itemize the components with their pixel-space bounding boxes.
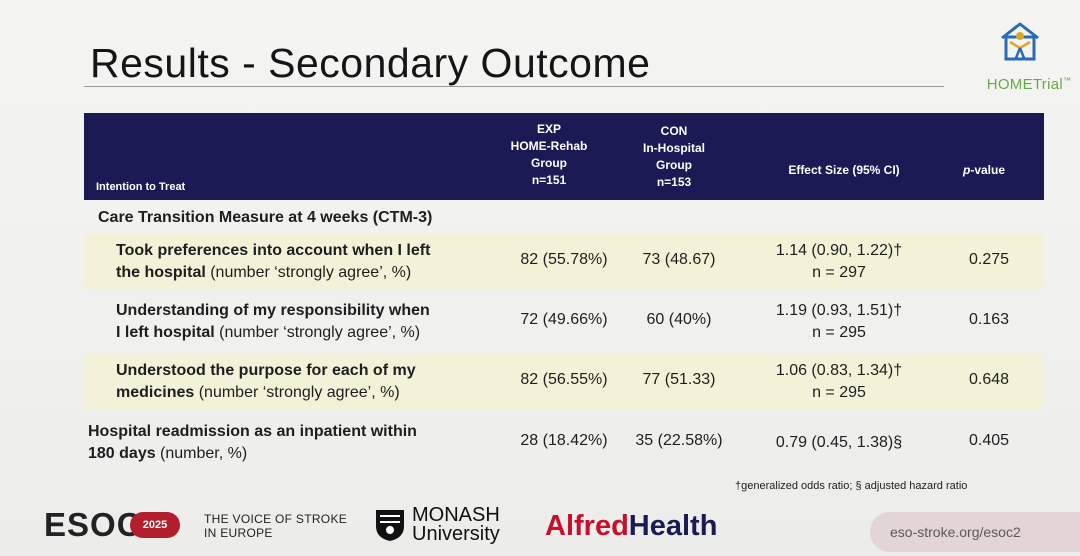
table-row: Took preferences into account when I lef… [84,234,1044,290]
row-label: Hospital readmission as an inpatient wit… [88,423,417,462]
table-row: Hospital readmission as an inpatient wit… [84,415,1044,471]
row-label: Took preferences into account when I lef… [116,242,431,281]
p-value: 0.163 [968,311,1010,328]
hometrial-logo: HOMETrial™ [987,20,1071,100]
table-row: Understanding of my responsibility when I… [84,294,1044,350]
effect-size: 1.14 (0.90, 1.22)† n = 297 [775,242,903,281]
eso-url-tab: eso-stroke.org/esoc2 [870,512,1080,552]
header-p-value: p-value [962,163,1006,177]
con-value: 35 (22.58%) [635,432,723,449]
exp-value: 82 (55.78%) [520,251,608,268]
effect-size: 0.79 (0.45, 1.38)§ [775,434,903,451]
exp-value: 72 (49.66%) [520,311,608,328]
con-value: 73 (48.67) [642,251,716,268]
home-figure-icon [1001,22,1039,61]
exp-value: 82 (56.55%) [520,371,608,388]
esoc-year-badge: 2025 [130,512,180,538]
p-value: 0.275 [968,251,1010,268]
page-title: Results - Secondary Outcome [90,40,651,86]
esoc-logo: ESOC [44,506,142,543]
title-divider [84,86,944,87]
table-row: Understood the purpose for each of my med… [84,354,1044,410]
footer: ESOC 2025 THE VOICE OF STROKE IN EUROPE M… [0,496,1080,556]
p-value: 0.648 [968,371,1010,388]
row-label: Understanding of my responsibility when I… [116,302,430,341]
table-header: Intention to Treat EXP HOME-Rehab Group … [84,113,1044,200]
alfred-health-logo: AlfredHealth [545,510,718,542]
header-con-group: CON In-Hospital Group n=153 [643,124,705,189]
row-label: Understood the purpose for each of my med… [116,362,416,401]
monash-crest-icon [376,510,404,541]
header-exp-group: EXP HOME-Rehab Group n=151 [510,122,588,187]
header-effect-size: Effect Size (95% CI) [788,163,900,177]
footnote: †generalized odds ratio; § adjusted haza… [735,480,968,492]
effect-size: 1.19 (0.93, 1.51)† n = 295 [775,302,903,341]
effect-size: 1.06 (0.83, 1.34)† n = 295 [775,362,903,401]
eso-tagline: THE VOICE OF STROKE IN EUROPE [204,512,348,540]
p-value: 0.405 [968,432,1010,449]
section-ctm3: Care Transition Measure at 4 weeks (CTM-… [98,209,433,226]
exp-value: 28 (18.42%) [520,432,608,449]
logo-wordmark: HOMETrial™ [986,76,1072,93]
monash-logo: MONASH University [412,504,500,545]
con-value: 60 (40%) [646,311,712,328]
con-value: 77 (51.33) [642,371,716,388]
header-itt: Intention to Treat [96,181,186,193]
